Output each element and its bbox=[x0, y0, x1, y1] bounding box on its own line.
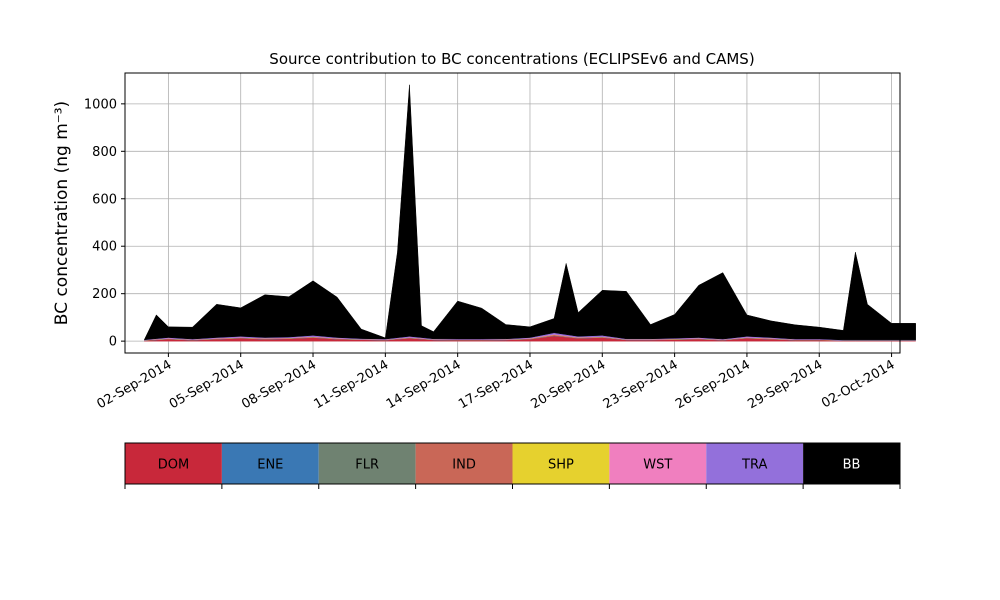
legend-swatch-flr bbox=[318, 443, 416, 484]
x-tick-label: 11-Sep-2014 bbox=[312, 357, 392, 412]
y-tick-label: 0 bbox=[109, 335, 117, 350]
legend-label-bb: BB bbox=[843, 458, 861, 473]
x-tick-label: 08-Sep-2014 bbox=[239, 357, 319, 412]
legend-swatch-tra bbox=[706, 443, 804, 484]
legend-label-ene: ENE bbox=[257, 458, 283, 473]
legend-swatch-bb bbox=[803, 443, 900, 484]
y-axis-label: BC concentration (ng m⁻³) bbox=[52, 101, 72, 325]
area-series-bb bbox=[143, 84, 916, 341]
x-tick-label: 14-Sep-2014 bbox=[384, 357, 464, 412]
legend-label-shp: SHP bbox=[548, 458, 574, 473]
x-tick-label: 05-Sep-2014 bbox=[167, 357, 247, 412]
legend-label-dom: DOM bbox=[158, 458, 189, 473]
x-tick-label: 23-Sep-2014 bbox=[601, 357, 681, 412]
x-tick-label: 20-Sep-2014 bbox=[528, 357, 608, 412]
y-tick-label: 200 bbox=[92, 287, 117, 302]
legend-swatch-ene bbox=[221, 443, 319, 484]
y-tick-label: 1000 bbox=[84, 97, 117, 112]
legend-swatch-dom bbox=[125, 443, 222, 484]
y-tick-label: 600 bbox=[92, 192, 117, 207]
legend-swatch-wst bbox=[609, 443, 707, 484]
legend-label-tra: TRA bbox=[741, 458, 767, 473]
x-tick-label: 17-Sep-2014 bbox=[456, 357, 536, 412]
x-tick-label: 26-Sep-2014 bbox=[673, 357, 753, 412]
x-tick-label: 29-Sep-2014 bbox=[745, 357, 825, 412]
legend-label-ind: IND bbox=[452, 458, 476, 473]
chart-title: Source contribution to BC concentrations… bbox=[269, 50, 754, 68]
legend-label-flr: FLR bbox=[355, 458, 379, 473]
y-tick-label: 400 bbox=[92, 240, 117, 255]
legend-swatch-shp bbox=[512, 443, 610, 484]
legend-label-wst: WST bbox=[643, 458, 672, 473]
legend-swatch-ind bbox=[415, 443, 513, 484]
x-tick-label: 02-Sep-2014 bbox=[95, 357, 175, 412]
x-tick-label: 02-Oct-2014 bbox=[819, 357, 897, 411]
source-legend-bar: DOM ENE FLR IND SHP WST TRA BB bbox=[124, 442, 901, 489]
plot-frame bbox=[124, 72, 901, 354]
plot-area: 0200400600800100002-Sep-201405-Sep-20140… bbox=[52, 72, 916, 412]
y-tick-label: 800 bbox=[92, 145, 117, 160]
